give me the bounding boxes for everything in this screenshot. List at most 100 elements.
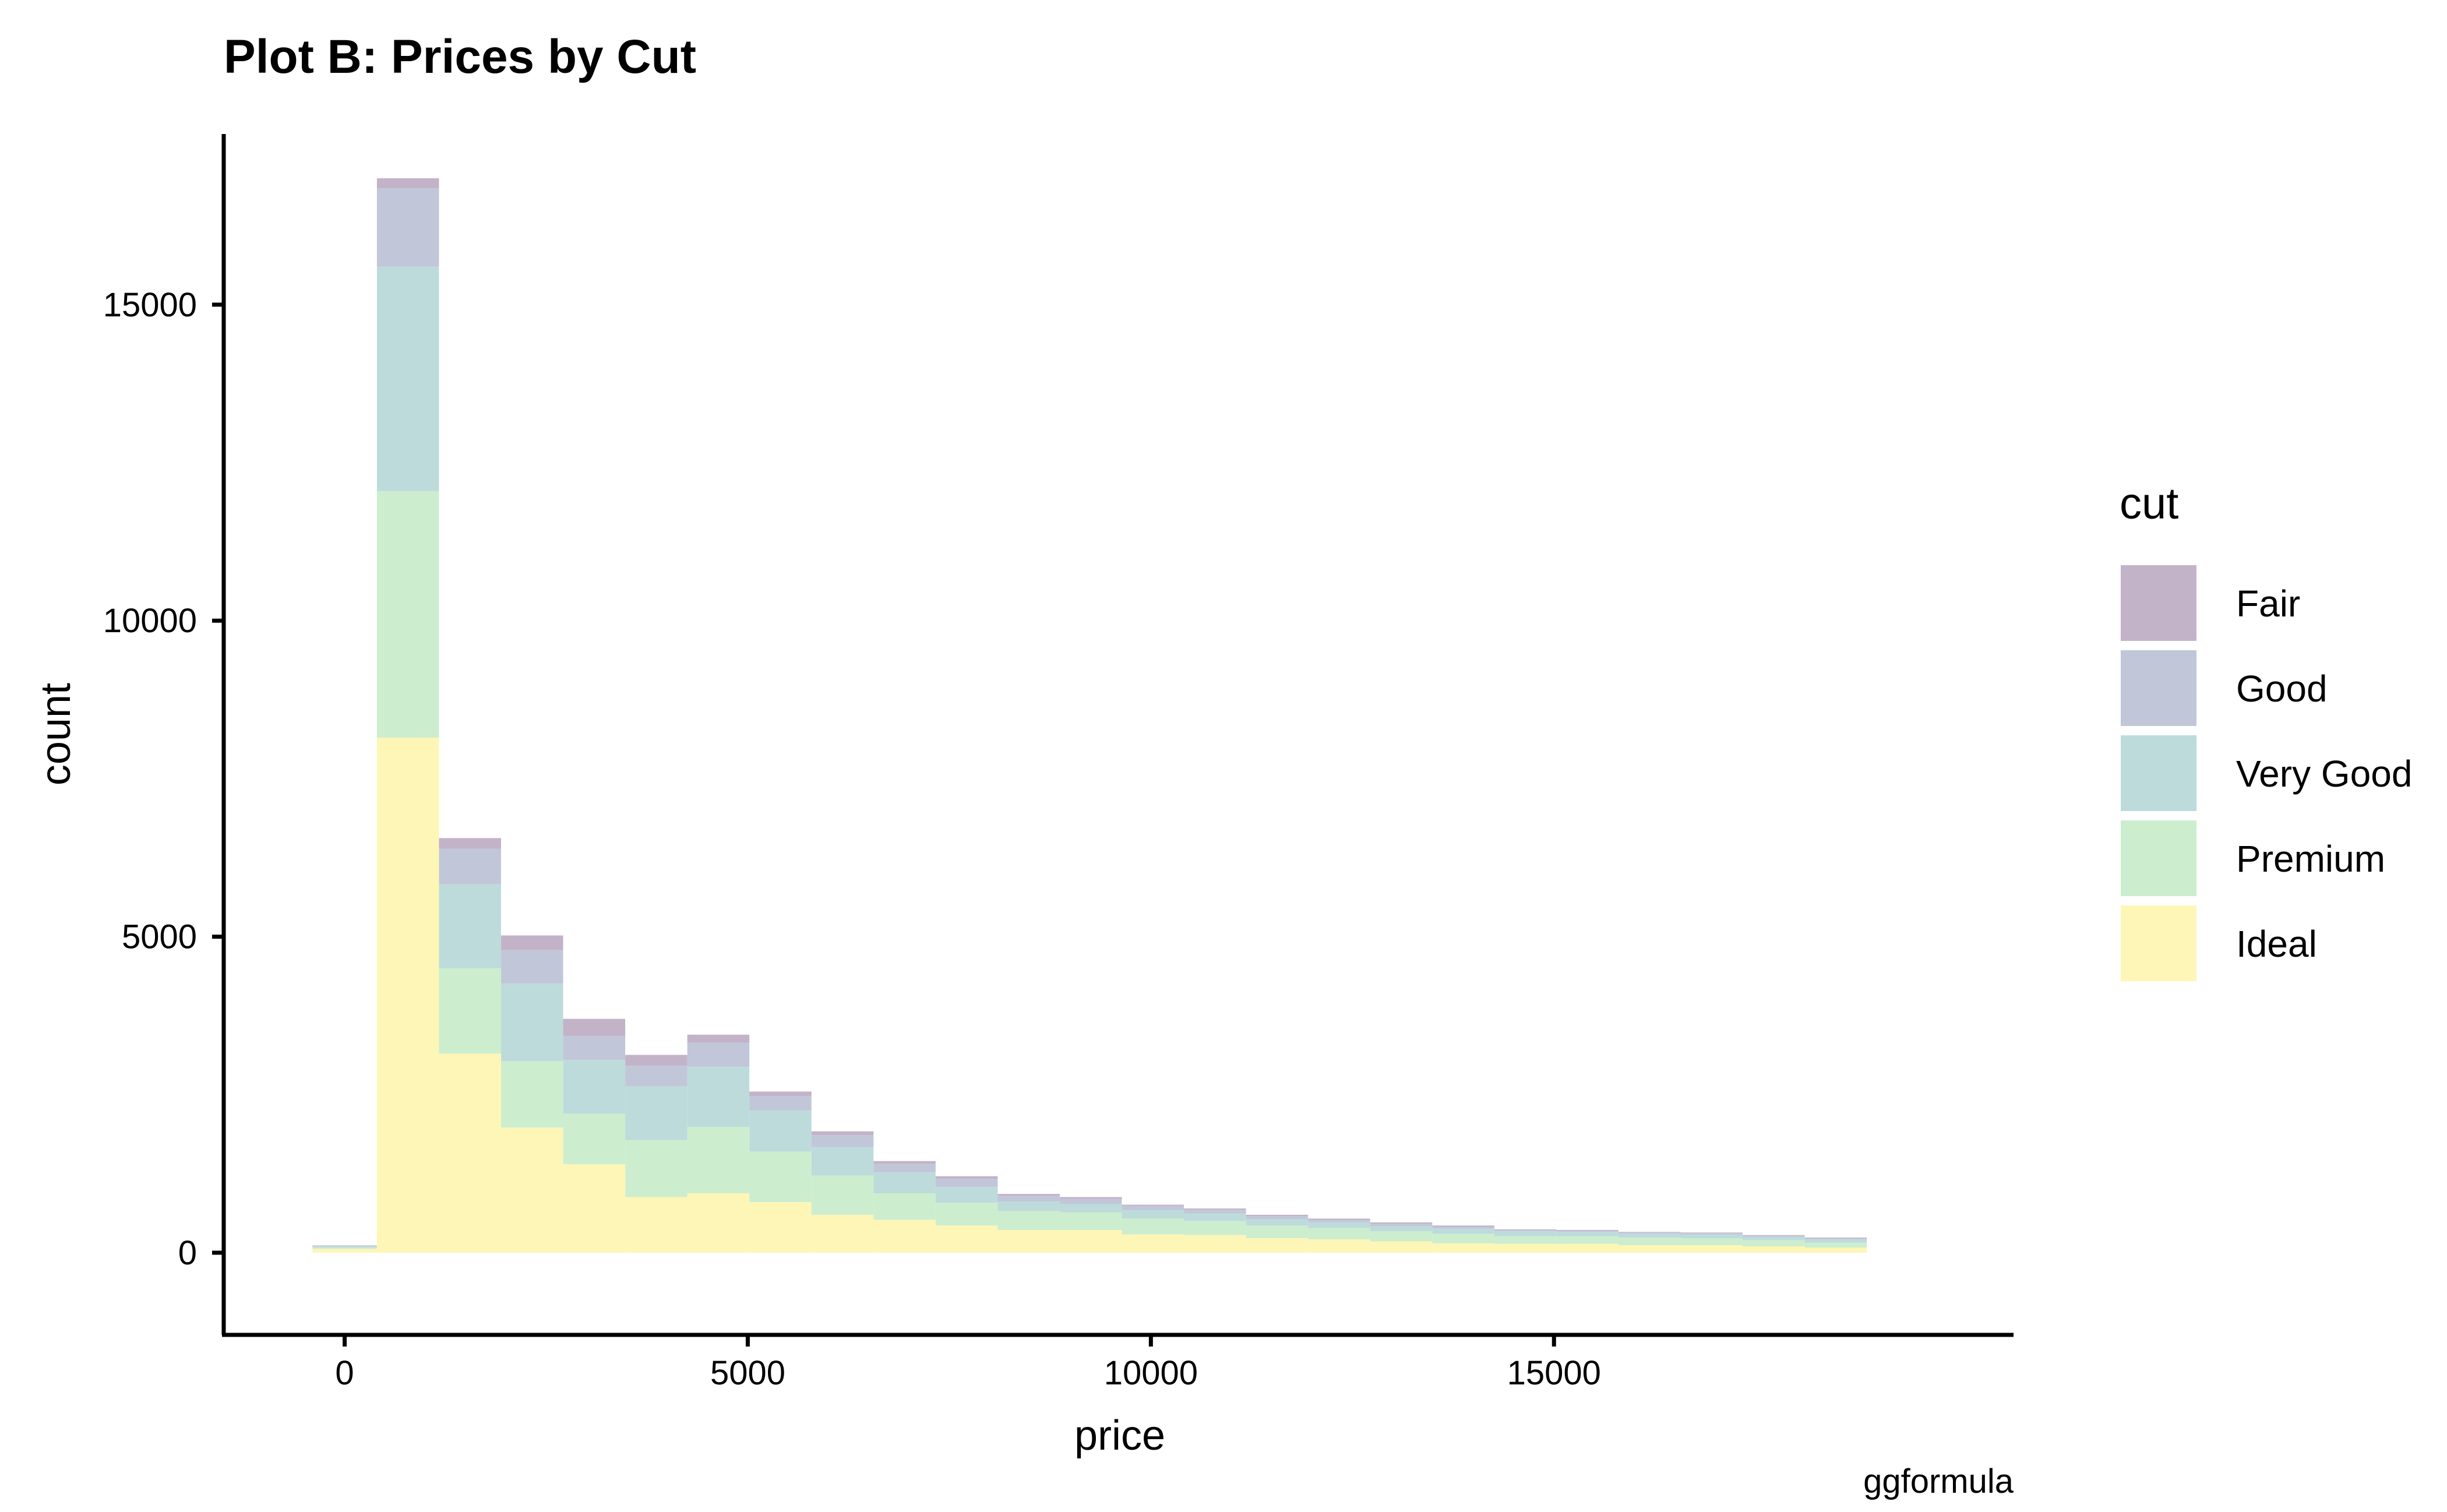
x-tick-label: 5000 [710, 1354, 785, 1392]
bar-segment-fair [563, 1018, 626, 1036]
bar-segment-fair [749, 1091, 812, 1096]
x-axis-title: price [1074, 1412, 1165, 1459]
bar-segment-ideal [1804, 1247, 1867, 1253]
bar-segment-ideal [935, 1225, 998, 1253]
y-tick-label: 10000 [103, 602, 197, 640]
bar-segment-fair [1370, 1222, 1433, 1224]
bar-segment-premium [997, 1211, 1060, 1230]
x-tick-label: 10000 [1104, 1354, 1198, 1392]
bar-segment-good [687, 1042, 750, 1067]
bar-segment-good [1184, 1210, 1246, 1214]
bar-segment-premium [1804, 1242, 1867, 1248]
chart-title: Plot B: Prices by Cut [224, 30, 696, 83]
bar-segment-good [1618, 1232, 1681, 1234]
bar-segment-very-good [687, 1067, 750, 1127]
bar-segment-good [1059, 1199, 1122, 1204]
bar-segment-ideal [997, 1229, 1060, 1253]
bar-segment-ideal [811, 1214, 874, 1253]
bar-segment-ideal [1246, 1238, 1309, 1253]
bar-segment-ideal [1743, 1246, 1805, 1253]
bar-segment-good [1308, 1220, 1370, 1222]
bar-segment-very-good [749, 1110, 812, 1152]
y-axis-ticks: 0 5000 10000 15000 [103, 286, 224, 1272]
legend-swatch-good [2121, 650, 2196, 726]
bar-segment-ideal [749, 1202, 812, 1253]
bar-segment-very-good [439, 884, 502, 968]
bar-segment-very-good [312, 1246, 377, 1248]
bar-segment-very-good [1556, 1232, 1619, 1236]
bar-segment-very-good [376, 266, 439, 491]
bar-segment-very-good [1494, 1231, 1557, 1236]
caption: ggformula [1863, 1462, 2014, 1500]
bar-segment-very-good [1059, 1204, 1122, 1213]
bar-segment-very-good [1122, 1210, 1184, 1219]
legend-label-ideal: Ideal [2236, 923, 2317, 965]
plot-area [312, 178, 1867, 1253]
bar-segment-fair [997, 1194, 1060, 1196]
bar-segment-ideal [873, 1220, 936, 1253]
bar-segment-ideal [1184, 1235, 1246, 1253]
bar-segment-ideal [501, 1127, 563, 1253]
bar-segment-premium [501, 1061, 563, 1128]
bar-segment-premium [1184, 1221, 1246, 1235]
bar-segment-premium [1743, 1240, 1805, 1247]
bar-segment-premium [749, 1151, 812, 1203]
bar-segment-fair [625, 1055, 687, 1066]
bar-segment-premium [439, 968, 502, 1054]
bar-segment-very-good [1804, 1239, 1867, 1243]
bar-segment-good [997, 1196, 1060, 1202]
legend-swatch-very-good [2121, 735, 2196, 811]
bar-segment-very-good [1743, 1236, 1805, 1240]
bar-segment-premium [1618, 1237, 1681, 1245]
bar-segment-good [873, 1164, 936, 1173]
bar-segment-premium [1059, 1212, 1122, 1230]
bar-segment-premium [687, 1127, 750, 1194]
x-tick-label: 0 [335, 1354, 354, 1392]
bar-segment-premium [1308, 1228, 1370, 1240]
bar-segment-very-good [1432, 1228, 1494, 1234]
bar-segment-fair [1556, 1229, 1619, 1231]
bar-segment-premium [811, 1175, 874, 1215]
bar-segment-very-good [563, 1060, 626, 1114]
legend-items: Fair Good Very Good Premium Ideal [2121, 565, 2412, 981]
y-tick-label: 0 [178, 1234, 197, 1272]
bar-segment-premium [625, 1140, 687, 1197]
y-tick-label: 5000 [122, 918, 197, 956]
bar-segment-fair [687, 1034, 750, 1043]
bar-segment-good [811, 1135, 874, 1147]
bar-segment-premium [935, 1203, 998, 1226]
bar-segment-good [501, 950, 563, 984]
bar-segment-ideal [1432, 1243, 1494, 1253]
bar-segment-fair [1122, 1204, 1184, 1206]
bar-segment-fair [1184, 1208, 1246, 1210]
bar-segment-premium [1432, 1233, 1494, 1243]
bar-segment-very-good [625, 1086, 687, 1140]
bar-segment-very-good [1370, 1226, 1433, 1232]
bar-segment-fair [501, 935, 563, 950]
y-tick-label: 15000 [103, 286, 197, 324]
bar-segment-premium [1680, 1238, 1743, 1245]
bar-segment-good [439, 848, 502, 884]
bar-segment-premium [312, 1247, 377, 1249]
legend-label-fair: Fair [2236, 583, 2300, 625]
bar-segment-ideal [1680, 1245, 1743, 1253]
bar-segment-fair [439, 838, 502, 849]
bar-segment-ideal [1494, 1243, 1557, 1253]
bar-segment-good [1432, 1226, 1494, 1229]
bar-segment-fair [1246, 1214, 1309, 1217]
bar-segment-very-good [1618, 1233, 1681, 1238]
bar-segment-fair [1432, 1225, 1494, 1227]
bar-segment-good [1804, 1238, 1867, 1240]
bar-segment-good [1494, 1229, 1557, 1232]
x-tick-label: 15000 [1507, 1354, 1601, 1392]
bar-segment-ideal [563, 1164, 626, 1253]
bar-segment-fair [1059, 1197, 1122, 1199]
bar-segment-fair [811, 1131, 874, 1136]
legend-label-premium: Premium [2236, 838, 2385, 880]
bar-segment-premium [1556, 1236, 1619, 1244]
bar-segment-fair [1680, 1232, 1743, 1233]
legend-swatch-fair [2121, 565, 2196, 641]
bar-segment-ideal [312, 1249, 377, 1253]
bar-segment-fair [1308, 1218, 1370, 1220]
bar-segment-very-good [1184, 1213, 1246, 1221]
